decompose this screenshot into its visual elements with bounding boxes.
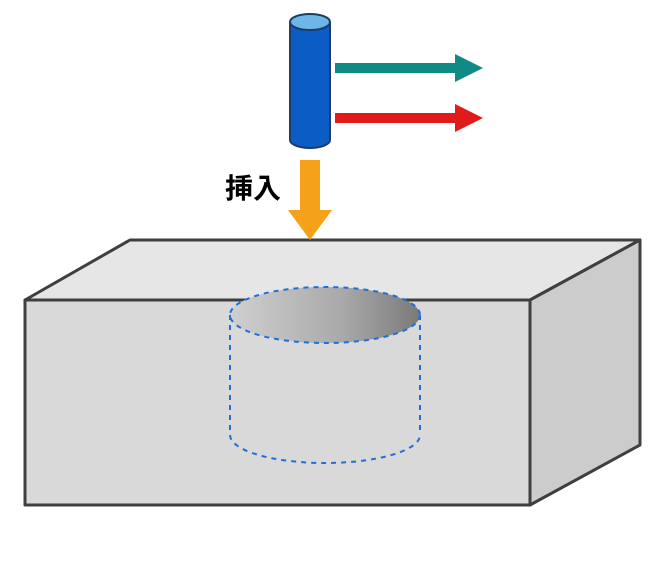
label-insert: 挿入 [225, 167, 281, 207]
arrow-insert [288, 160, 332, 240]
diagram-canvas: 挿入 [0, 0, 665, 585]
peg-top-ellipse [290, 14, 330, 30]
hole-top-ellipse [230, 287, 420, 343]
arrow-teal-head [455, 54, 483, 82]
peg-body [290, 22, 330, 148]
arrow-red [335, 104, 483, 132]
arrow-teal [335, 54, 483, 82]
arrow-insert-shaft [300, 160, 320, 210]
arrow-red-head [455, 104, 483, 132]
arrow-insert-head [288, 210, 332, 240]
